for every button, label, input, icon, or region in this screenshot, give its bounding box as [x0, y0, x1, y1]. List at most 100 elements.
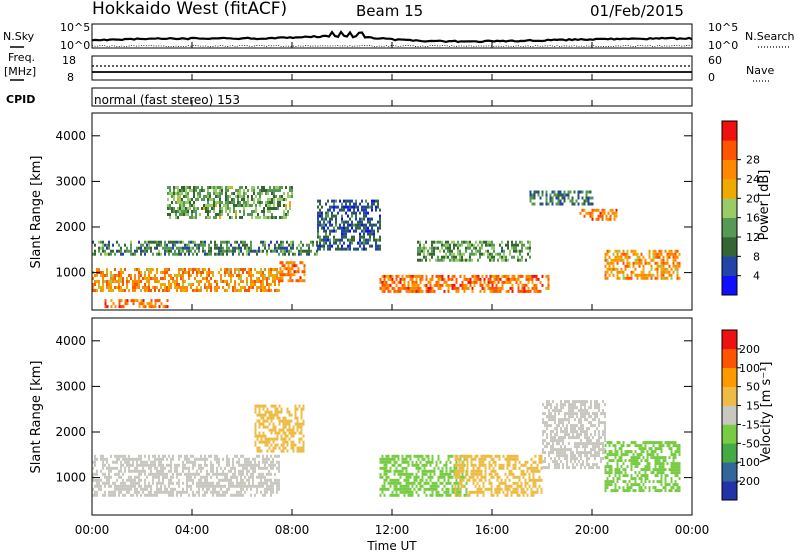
heatmap-cell [604, 489, 607, 493]
heatmap-cell [462, 478, 465, 482]
heatmap-cell [592, 448, 594, 452]
heatmap-cell [203, 195, 205, 198]
heatmap-cell [104, 481, 106, 485]
heatmap-cell [264, 240, 266, 244]
heatmap-cell [491, 252, 493, 256]
heatmap-cell [207, 204, 209, 207]
heatmap-cell [282, 443, 285, 447]
heatmap-cell [423, 463, 426, 467]
heatmap-cell [94, 472, 96, 476]
heatmap-cell [403, 478, 406, 482]
heatmap-cell [260, 478, 262, 482]
heatmap-cell [640, 276, 643, 280]
heatmap-cell [176, 493, 178, 497]
heatmap-cell [185, 192, 187, 195]
heatmap-cell [562, 406, 564, 410]
heatmap-cell [528, 472, 531, 476]
heatmap-cell [534, 490, 537, 494]
heatmap-cell [120, 460, 122, 464]
heatmap-cell [470, 454, 473, 458]
heatmap-cell [411, 283, 414, 287]
heatmap-cell [586, 400, 588, 404]
heatmap-cell [383, 457, 386, 461]
heatmap-cell [179, 189, 181, 192]
heatmap-cell [343, 199, 345, 203]
heatmap-cell [327, 211, 329, 215]
heatmap-cell [393, 454, 396, 458]
heatmap-cell [453, 274, 456, 278]
heatmap-cell [262, 472, 264, 476]
heatmap-cell [148, 277, 150, 280]
heatmap-cell [349, 208, 351, 212]
heatmap-cell [355, 202, 357, 206]
heatmap-cell [132, 469, 134, 473]
heatmap-cell [589, 196, 592, 200]
heatmap-cell [229, 195, 231, 198]
heatmap-cell [616, 276, 619, 280]
heatmap-cell [201, 189, 203, 192]
heatmap-cell [126, 487, 128, 491]
heatmap-cell [593, 208, 596, 212]
heatmap-cell [285, 216, 287, 219]
heatmap-cell [262, 249, 264, 253]
heatmap-cell [393, 457, 396, 461]
heatmap-cell [604, 480, 607, 484]
heatmap-cell [232, 286, 234, 289]
heatmap-cell [264, 457, 266, 461]
heatmap-cell [132, 280, 134, 283]
heatmap-cell [240, 469, 242, 473]
heatmap-cell [331, 205, 333, 209]
heatmap-cell [648, 462, 651, 466]
heatmap-cell [160, 271, 162, 274]
heatmap-cell [262, 484, 264, 488]
heatmap-cell [512, 463, 515, 467]
heatmap-cell [490, 469, 493, 473]
heatmap-cell [349, 217, 351, 221]
heatmap-cell [280, 449, 283, 453]
heatmap-cell [186, 249, 188, 253]
heatmap-cell [501, 255, 503, 259]
heatmap-cell [242, 252, 244, 256]
heatmap-cell [417, 258, 419, 262]
heatmap-cell [668, 444, 671, 448]
heatmap-cell [215, 204, 217, 207]
heatmap-cell [250, 243, 252, 247]
heatmap-cell [178, 249, 180, 253]
heatmap-cell [656, 273, 659, 277]
heatmap-cell [136, 487, 138, 491]
heatmap-cell [160, 302, 163, 306]
heatmap-cell [672, 459, 675, 463]
heatmap-cell [525, 246, 527, 250]
heatmap-cell [268, 268, 270, 271]
heatmap-cell [634, 459, 637, 463]
heatmap-cell [181, 207, 183, 210]
heatmap-cell [248, 286, 250, 289]
heatmap-cell [654, 267, 657, 271]
heatmap-cell [459, 243, 461, 247]
heatmap-cell [269, 198, 271, 201]
heatmap-cell [439, 249, 441, 253]
heatmap-cell [208, 271, 210, 274]
heatmap-cell [441, 493, 444, 497]
heatmap-cell [470, 457, 473, 461]
heatmap-cell [271, 192, 273, 195]
heatmap-cell [192, 478, 194, 482]
heatmap-cell [303, 267, 306, 271]
heatmap-cell [431, 481, 434, 485]
heatmap-cell [300, 449, 303, 453]
heatmap-cell [124, 466, 126, 470]
heatmap-cell [140, 472, 142, 476]
heatmap-cell [308, 246, 310, 250]
heatmap-cell [493, 274, 496, 278]
heatmap-cell [249, 204, 251, 207]
heatmap-cell [278, 487, 280, 491]
heatmap-cell [208, 246, 210, 250]
heatmap-cell [156, 490, 158, 494]
heatmap-cell [226, 271, 228, 274]
heatmap-cell [276, 413, 279, 417]
heatmap-cell [251, 213, 253, 216]
heatmap-cell [120, 481, 122, 485]
heatmap-cell [413, 289, 416, 293]
heatmap-cell [548, 463, 550, 467]
heatmap-cell [433, 472, 436, 476]
